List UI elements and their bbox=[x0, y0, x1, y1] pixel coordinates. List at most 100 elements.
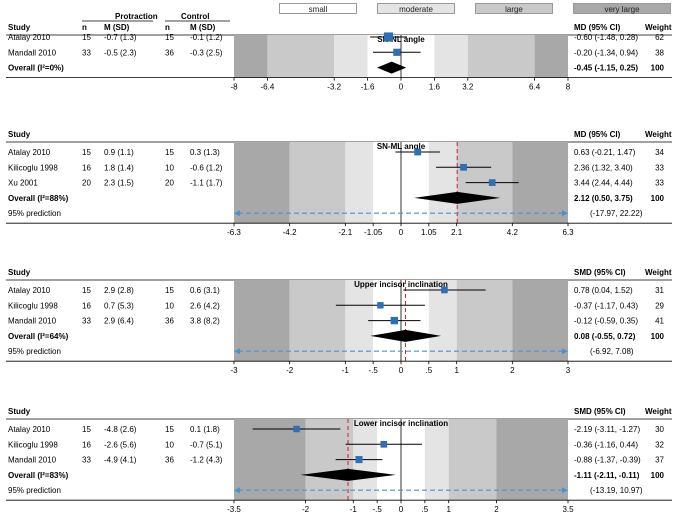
study-point-estimate bbox=[488, 179, 496, 186]
axis-tick-label: 6.4 bbox=[529, 83, 541, 92]
study-name: Kilicoglu 1998 bbox=[8, 163, 58, 172]
axis-tick-label: 2 bbox=[494, 505, 499, 514]
study-name: Atalay 2010 bbox=[8, 425, 51, 434]
axis-tick-label: -2 bbox=[302, 505, 310, 514]
prediction-arrow-right bbox=[562, 487, 568, 494]
axis-tick-label: 0 bbox=[399, 366, 404, 375]
study-weight: 32 bbox=[655, 440, 664, 449]
protraction-n: 15 bbox=[82, 425, 91, 434]
effect-size-legend: small moderate large very large bbox=[279, 3, 671, 15]
protraction-n: 33 bbox=[82, 456, 91, 465]
protraction-n: 16 bbox=[82, 163, 91, 172]
overall-weight: 100 bbox=[651, 64, 665, 73]
study-ci-text: -0.88 (-1.37, -0.39) bbox=[574, 456, 641, 465]
prediction-ci-text: (-17.97, 22.22) bbox=[590, 209, 643, 218]
control-n: 10 bbox=[165, 440, 174, 449]
study-ci-text: -0.12 (-0.59, 0.35) bbox=[574, 317, 638, 326]
overall-label: Overall (I²=64%) bbox=[8, 332, 69, 341]
axis-tick-label: -1 bbox=[342, 366, 350, 375]
effect-zone-band bbox=[428, 142, 457, 224]
study-ci-text: 0.78 (0.04, 1.52) bbox=[574, 286, 633, 295]
protraction-msd: 0.7 (5.3) bbox=[104, 301, 134, 310]
control-msd: -1.1 (1.7) bbox=[190, 179, 223, 188]
study-name: Xu 2001 bbox=[8, 179, 38, 188]
effect-zone-band bbox=[267, 35, 335, 78]
axis-tick-label: -1.05 bbox=[364, 228, 383, 237]
prediction-ci-text: (-13.19, 10.97) bbox=[590, 486, 643, 495]
overall-label: Overall (I²=88%) bbox=[8, 194, 69, 203]
study-weight: 62 bbox=[655, 33, 664, 42]
study-header: Study bbox=[8, 268, 31, 277]
protraction-n: 16 bbox=[82, 301, 91, 310]
protraction-n: 20 bbox=[82, 179, 91, 188]
study-weight: 30 bbox=[655, 425, 664, 434]
control-n: 15 bbox=[165, 425, 174, 434]
prediction-label: 95% prediction bbox=[8, 209, 61, 218]
legend-item-moderate: moderate bbox=[377, 3, 455, 14]
study-ci-text: 3.44 (2.44, 4.44) bbox=[574, 179, 633, 188]
overall-diamond bbox=[414, 191, 501, 204]
protraction-group-header: Protraction bbox=[115, 12, 158, 21]
prediction-arrow-right bbox=[562, 348, 568, 355]
legend-label-large: large bbox=[505, 5, 523, 14]
effect-zone-band bbox=[234, 35, 268, 78]
study-weight: 31 bbox=[655, 286, 664, 295]
overall-weight: 100 bbox=[651, 471, 665, 480]
axis-tick-label: .5 bbox=[425, 366, 432, 375]
effect-header: SMD (95% CI) bbox=[574, 407, 626, 416]
axis-tick-label: 0 bbox=[399, 228, 404, 237]
axis-tick-label: 0 bbox=[399, 83, 404, 92]
protraction-msd: -0.5 (2.3) bbox=[104, 48, 137, 57]
study-point-estimate bbox=[293, 425, 300, 433]
effect-header: SMD (95% CI) bbox=[574, 268, 626, 277]
study-point-estimate bbox=[377, 302, 384, 309]
control-msd: 3.8 (8.2) bbox=[190, 317, 220, 326]
overall-ci-text: -1.11 (-2.11, -0.11) bbox=[574, 471, 640, 480]
axis-tick-label: 3 bbox=[566, 366, 571, 375]
effect-zone-band bbox=[345, 142, 374, 224]
axis-tick-label: -4.2 bbox=[283, 228, 297, 237]
effect-header: MD (95% CI) bbox=[574, 130, 621, 139]
effect-zone-band bbox=[234, 142, 290, 224]
effect-zone-band bbox=[334, 35, 368, 78]
legend-label-moderate: moderate bbox=[399, 5, 433, 14]
axis-tick-label: -6.4 bbox=[261, 83, 275, 92]
overall-label: Overall (I²=83%) bbox=[8, 471, 69, 480]
prediction-label: 95% prediction bbox=[8, 486, 61, 495]
study-point-estimate bbox=[393, 48, 401, 56]
protraction-n: 15 bbox=[82, 33, 91, 42]
overall-ci-text: 0.08 (-0.55, 0.72) bbox=[574, 332, 636, 341]
effect-zone-band bbox=[512, 142, 568, 224]
effect-zone-band bbox=[448, 419, 497, 501]
overall-label: Overall (I²=0%) bbox=[8, 64, 64, 73]
protraction-n: 33 bbox=[82, 317, 91, 326]
control-n: 36 bbox=[165, 317, 174, 326]
prediction-ci-text: (-6.92, 7.08) bbox=[590, 347, 634, 356]
protraction-msd: 0.9 (1.1) bbox=[104, 148, 134, 157]
study-point-estimate bbox=[460, 163, 467, 171]
protraction-msd: -4.8 (2.6) bbox=[104, 425, 137, 434]
effect-zone-band bbox=[289, 142, 346, 224]
protraction-msd: -4.9 (4.1) bbox=[104, 456, 137, 465]
study-point-estimate bbox=[441, 286, 448, 294]
effect-zone-band bbox=[496, 419, 568, 501]
overall-ci-text: 2.12 (0.50, 3.75) bbox=[574, 194, 633, 203]
study-header: Study bbox=[8, 407, 31, 416]
axis-tick-label: 4.2 bbox=[507, 228, 519, 237]
study-ci-text: 2.36 (1.32, 3.40) bbox=[574, 163, 633, 172]
study-name: Mandall 2010 bbox=[8, 48, 57, 57]
protraction-n: 15 bbox=[82, 148, 91, 157]
control-n: 15 bbox=[165, 33, 174, 42]
study-name: Kilicoglu 1998 bbox=[8, 301, 58, 310]
axis-tick-label: -6.3 bbox=[227, 228, 241, 237]
axis-tick-label: 2 bbox=[510, 366, 515, 375]
study-point-estimate bbox=[355, 456, 363, 464]
control-n: 10 bbox=[165, 163, 174, 172]
study-ci-text: -0.20 (-1.34, 0.94) bbox=[574, 48, 638, 57]
legend-label-very-large: very large bbox=[604, 5, 640, 14]
weight-header: Weight bbox=[645, 268, 672, 277]
effect-zone-band bbox=[534, 35, 568, 78]
axis-tick-label: -2.1 bbox=[338, 228, 352, 237]
study-weight: 38 bbox=[655, 48, 664, 57]
